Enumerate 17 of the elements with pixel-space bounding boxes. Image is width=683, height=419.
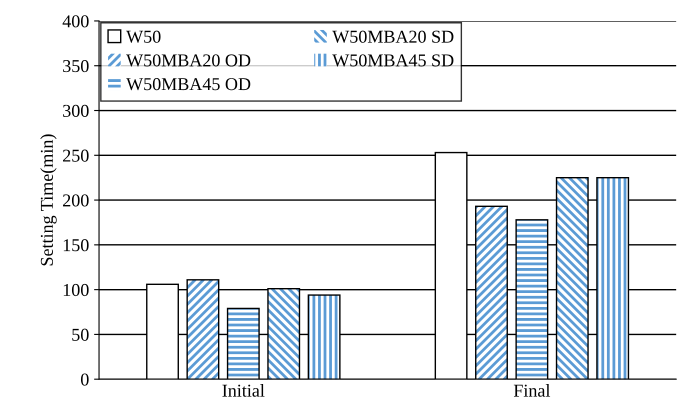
legend-label: W50MBA45 OD (126, 78, 250, 90)
y-tick-label: 300 (63, 104, 89, 117)
x-tick-label: Initial (222, 384, 265, 397)
y-tick-label: 400 (62, 15, 89, 28)
y-tick-label: 50 (72, 328, 89, 341)
y-tick-label: 250 (63, 150, 89, 162)
legend-label: W50MBA20 OD (126, 54, 250, 67)
y-tick-label: 200 (63, 194, 89, 207)
legend-label: W50MBA45 SD (332, 54, 454, 67)
y-tick-label: 0 (80, 373, 89, 386)
y-tick-label: 100 (64, 284, 89, 296)
legend-label: W50 (126, 30, 161, 43)
y-axis-title: Setting Time(min) (40, 134, 57, 266)
x-tick-label: Final (514, 384, 550, 397)
y-tick-label: 150 (64, 239, 89, 252)
legend-label: W50MBA20 SD (332, 30, 454, 43)
y-tick-label: 350 (63, 60, 89, 72)
